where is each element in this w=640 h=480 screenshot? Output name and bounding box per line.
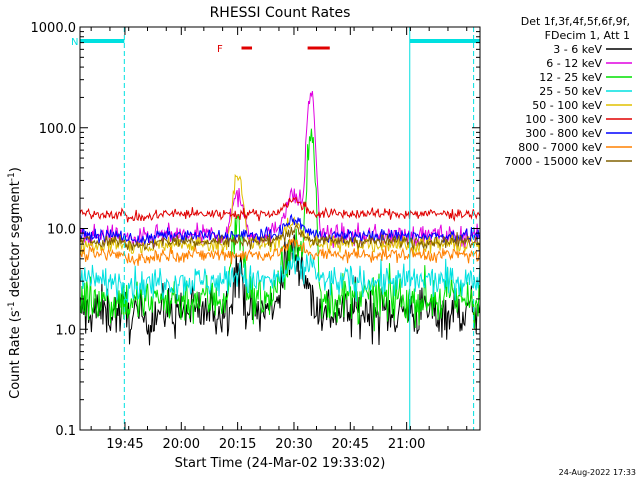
y-tick-label: 10.0 bbox=[47, 223, 76, 238]
x-tick-label: 21:00 bbox=[388, 437, 425, 452]
y-tick-label: 1000.0 bbox=[31, 21, 77, 36]
legend-header: Det 1f,3f,4f,5f,6f,9f, bbox=[521, 15, 630, 28]
series-line-3 bbox=[80, 248, 480, 303]
x-tick-label: 20:45 bbox=[332, 437, 369, 452]
x-tick-label: 20:15 bbox=[219, 437, 256, 452]
y-tick-label: 100.0 bbox=[39, 122, 76, 137]
series-line-8 bbox=[80, 224, 480, 252]
series-line-1 bbox=[80, 90, 480, 249]
y-axis-label: Count Rate (s-1 detector segment-1) bbox=[7, 167, 23, 399]
flare-label: F bbox=[217, 44, 223, 55]
legend-entry: 7000 - 15000 keV bbox=[504, 155, 602, 168]
axes: N F 1000.0 100.0 10.0 1.0 0.1 19:45 20:00 20:15 20… bbox=[31, 21, 481, 452]
plot-area bbox=[80, 27, 480, 430]
y-tick-label: 0.1 bbox=[55, 424, 76, 439]
legend-entry: 6 - 12 keV bbox=[546, 57, 602, 70]
legend-header: FDecim 1, Att 1 bbox=[545, 29, 630, 42]
x-axis-label: Start Time (24-Mar-02 19:33:02) bbox=[175, 456, 386, 471]
timestamp: 24-Aug-2022 17:33 bbox=[559, 468, 636, 477]
x-tick-label: 20:00 bbox=[163, 437, 200, 452]
x-tick-label: 20:30 bbox=[275, 437, 312, 452]
series-line-6 bbox=[80, 213, 480, 247]
series-line-0 bbox=[80, 234, 480, 346]
legend-entry: 50 - 100 keV bbox=[532, 99, 602, 112]
chart-title: RHESSI Count Rates bbox=[210, 5, 351, 21]
series-line-2 bbox=[80, 128, 480, 332]
x-tick-label: 19:45 bbox=[106, 437, 143, 452]
series-line-5 bbox=[80, 197, 480, 223]
legend: Det 1f,3f,4f,5f,6f,9f,FDecim 1, Att 13 -… bbox=[504, 15, 632, 168]
legend-entry: 12 - 25 keV bbox=[539, 71, 602, 84]
series-line-7 bbox=[80, 236, 480, 267]
legend-entry: 3 - 6 keV bbox=[553, 43, 602, 56]
night-label: N bbox=[71, 37, 78, 48]
legend-entry: 800 - 7000 keV bbox=[518, 141, 602, 154]
legend-entry: 25 - 50 keV bbox=[539, 85, 602, 98]
y-tick-label: 1.0 bbox=[55, 323, 76, 338]
legend-entry: 100 - 300 keV bbox=[525, 113, 602, 126]
legend-entry: 300 - 800 keV bbox=[525, 127, 602, 140]
